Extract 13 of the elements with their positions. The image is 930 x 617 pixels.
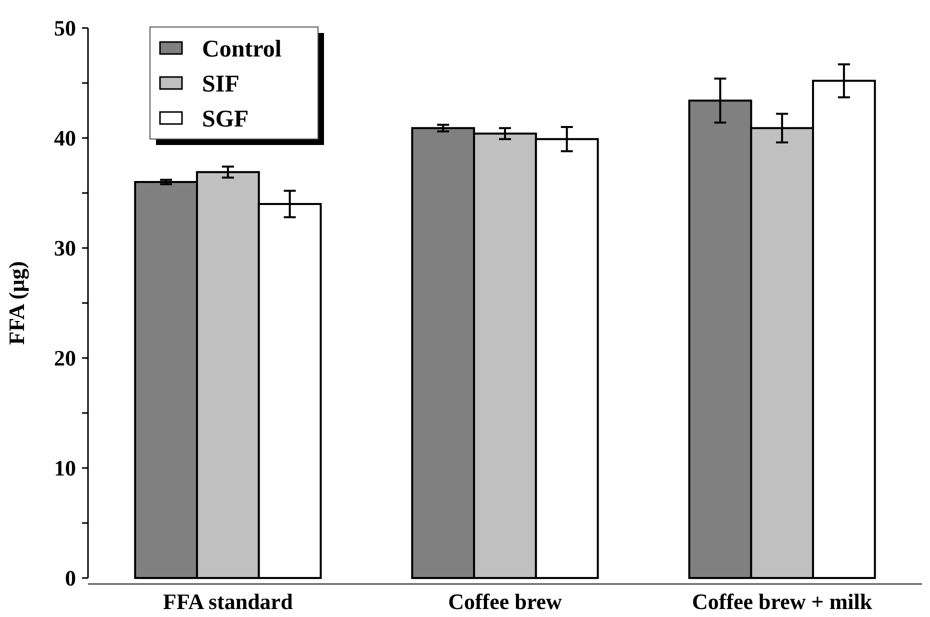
- legend-label: Control: [202, 36, 282, 62]
- y-tick-label: 40: [54, 126, 76, 151]
- legend-label: SIF: [202, 71, 240, 98]
- y-tick-label: 20: [54, 346, 76, 371]
- y-tick-label: 10: [54, 456, 76, 481]
- y-tick-label: 50: [54, 16, 76, 41]
- legend-label: SGF: [202, 106, 249, 132]
- x-tick-label: FFA standard: [163, 589, 293, 614]
- x-tick-label: Coffee brew: [448, 589, 562, 614]
- y-tick-label: 0: [65, 566, 76, 591]
- y-axis-title: FFA (µg): [4, 261, 29, 345]
- y-tick-label: 30: [54, 236, 76, 261]
- x-tick-label: Coffee brew + milk: [692, 589, 873, 614]
